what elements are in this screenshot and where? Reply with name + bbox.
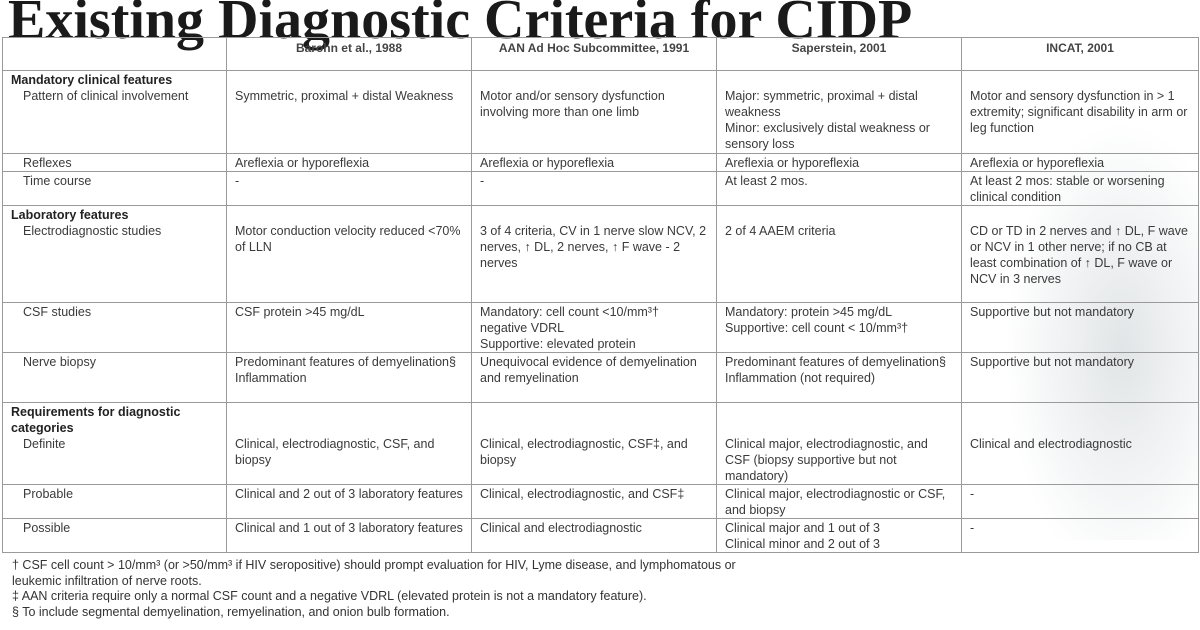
cell-reflexes-aan: Areflexia or hyporeflexia — [471, 153, 717, 172]
cell-biopsy-incat: Supportive but not mandatory — [961, 352, 1199, 403]
section-laboratory: Laboratory features — [11, 208, 129, 222]
cell-biopsy-barohn: Predominant features of demyelination§ I… — [226, 352, 472, 403]
cell-definite-aan: Clinical, electrodiagnostic, CSF‡, and b… — [471, 402, 717, 485]
cell-electro-barohn: Motor conduction velocity reduced <70% o… — [226, 205, 472, 303]
cell-reflexes-incat: Areflexia or hyporeflexia — [961, 153, 1199, 172]
row-label-cell: Mandatory clinical features Pattern of c… — [2, 70, 227, 154]
cell-biopsy-saperstein-features: Predominant features of demyelination§ — [725, 355, 946, 369]
cell-probable-saperstein: Clinical major, electrodiagnostic or CSF… — [716, 484, 962, 519]
cell-probable-aan: Clinical, electrodiagnostic, and CSF‡ — [471, 484, 717, 519]
header-row: Barohn et al., 1988 AAN Ad Hoc Subcommit… — [2, 37, 1199, 71]
table-row-electro: Laboratory features Electrodiagnostic st… — [2, 205, 1199, 303]
cell-possible-barohn: Clinical and 1 out of 3 laboratory featu… — [226, 518, 472, 553]
cell-pattern-aan: Motor and/or sensory dysfunction involvi… — [471, 70, 717, 154]
cell-probable-barohn: Clinical and 2 out of 3 laboratory featu… — [226, 484, 472, 519]
cell-pattern-saperstein: Major: symmetric, proximal + distal weak… — [716, 70, 962, 154]
cell-csf-barohn: CSF protein >45 mg/dL — [226, 302, 472, 353]
cell-probable-incat: - — [961, 484, 1199, 519]
cell-biopsy-saperstein-inflammation: Inflammation (not required) — [725, 371, 876, 385]
row-label-biopsy: Nerve biopsy — [2, 352, 227, 403]
cell-possible-aan: Clinical and electrodiagnostic — [471, 518, 717, 553]
cell-biopsy-barohn-inflammation: Inflammation — [235, 371, 307, 385]
cell-definite-saperstein: Clinical major, electrodiagnostic, and C… — [716, 402, 962, 485]
section-requirements: Requirements for diagnostic categories — [11, 405, 181, 435]
cell-pattern-saperstein-minor: Minor: exclusively distal weakness or se… — [725, 121, 930, 151]
row-label-pattern: Pattern of clinical involvement — [23, 89, 189, 103]
cell-pattern-saperstein-major: Major: symmetric, proximal + distal weak… — [725, 89, 918, 119]
table-row-definite: Requirements for diagnostic categories D… — [2, 402, 1199, 485]
section-mandatory: Mandatory clinical features — [11, 73, 173, 87]
cell-possible-incat: - — [961, 518, 1199, 553]
cell-electro-saperstein: 2 of 4 AAEM criteria — [716, 205, 962, 303]
row-label-reflexes: Reflexes — [2, 153, 227, 172]
row-label-definite: Definite — [23, 437, 66, 451]
cell-reflexes-barohn: Areflexia or hyporeflexia — [226, 153, 472, 172]
header-blank — [2, 37, 227, 71]
cell-possible-saperstein-major: Clinical major and 1 out of 3 — [725, 521, 880, 535]
cell-csf-aan-supportive: Supportive: elevated protein — [480, 337, 636, 351]
cell-electro-incat: CD or TD in 2 nerves and ↑ DL, F wave or… — [961, 205, 1199, 303]
cell-possible-saperstein: Clinical major and 1 out of 3 Clinical m… — [716, 518, 962, 553]
table-row-biopsy: Nerve biopsy Predominant features of dem… — [2, 352, 1199, 403]
footnote-dagger: † CSF cell count > 10/mm³ (or >50/mm³ if… — [12, 558, 736, 588]
table-row-time-course: Time course - - At least 2 mos. At least… — [2, 171, 1199, 206]
cell-time-barohn: - — [226, 171, 472, 206]
cell-biopsy-barohn-features: Predominant features of demyelination§ — [235, 355, 456, 369]
cell-csf-incat: Supportive but not mandatory — [961, 302, 1199, 353]
cell-csf-saperstein-supportive: Supportive: cell count < 10/mm³† — [725, 321, 909, 335]
row-label-csf: CSF studies — [2, 302, 227, 353]
cell-electro-aan: 3 of 4 criteria, CV in 1 nerve slow NCV,… — [471, 205, 717, 303]
header-aan: AAN Ad Hoc Subcommittee, 1991 — [471, 37, 717, 71]
footnotes: † CSF cell count > 10/mm³ (or >50/mm³ if… — [12, 558, 772, 620]
header-saperstein: Saperstein, 2001 — [716, 37, 962, 71]
row-label-possible: Possible — [2, 518, 227, 553]
table-row-csf: CSF studies CSF protein >45 mg/dL Mandat… — [2, 302, 1199, 353]
row-label-cell: Requirements for diagnostic categories D… — [2, 402, 227, 485]
cell-reflexes-saperstein: Areflexia or hyporeflexia — [716, 153, 962, 172]
cell-pattern-incat: Motor and sensory dysfunction in > 1 ext… — [961, 70, 1199, 154]
table-row-probable: Probable Clinical and 2 out of 3 laborat… — [2, 484, 1199, 519]
table-row-reflexes: Reflexes Areflexia or hyporeflexia Arefl… — [2, 153, 1199, 172]
row-label-cell: Laboratory features Electrodiagnostic st… — [2, 205, 227, 303]
cell-csf-saperstein: Mandatory: protein >45 mg/dL Supportive:… — [716, 302, 962, 353]
cell-time-incat: At least 2 mos: stable or worsening clin… — [961, 171, 1199, 206]
cell-time-saperstein: At least 2 mos. — [716, 171, 962, 206]
table-row-possible: Possible Clinical and 1 out of 3 laborat… — [2, 518, 1199, 553]
row-label-electro: Electrodiagnostic studies — [23, 224, 162, 238]
cell-pattern-barohn: Symmetric, proximal + distal Weakness — [226, 70, 472, 154]
cell-definite-incat: Clinical and electrodiagnostic — [961, 402, 1199, 485]
cell-possible-saperstein-minor: Clinical minor and 2 out of 3 — [725, 537, 880, 551]
cell-csf-aan-mandatory: Mandatory: cell count <10/mm³† negative … — [480, 305, 659, 335]
header-barohn: Barohn et al., 1988 — [226, 37, 472, 71]
cell-csf-saperstein-mandatory: Mandatory: protein >45 mg/dL — [725, 305, 893, 319]
header-incat: INCAT, 2001 — [961, 37, 1199, 71]
row-label-time-course: Time course — [2, 171, 227, 206]
cell-csf-aan: Mandatory: cell count <10/mm³† negative … — [471, 302, 717, 353]
table-row-pattern: Mandatory clinical features Pattern of c… — [2, 70, 1199, 154]
footnote-section: § To include segmental demyelination, re… — [12, 604, 450, 619]
cell-biopsy-saperstein: Predominant features of demyelination§ I… — [716, 352, 962, 403]
cell-biopsy-aan: Unequivocal evidence of demyelination an… — [471, 352, 717, 403]
cell-time-aan: - — [471, 171, 717, 206]
footnote-double-dagger: ‡ AAN criteria require only a normal CSF… — [12, 589, 647, 603]
cell-definite-barohn: Clinical, electrodiagnostic, CSF, and bi… — [226, 402, 472, 485]
criteria-table: Barohn et al., 1988 AAN Ad Hoc Subcommit… — [2, 37, 1199, 553]
row-label-probable: Probable — [2, 484, 227, 519]
